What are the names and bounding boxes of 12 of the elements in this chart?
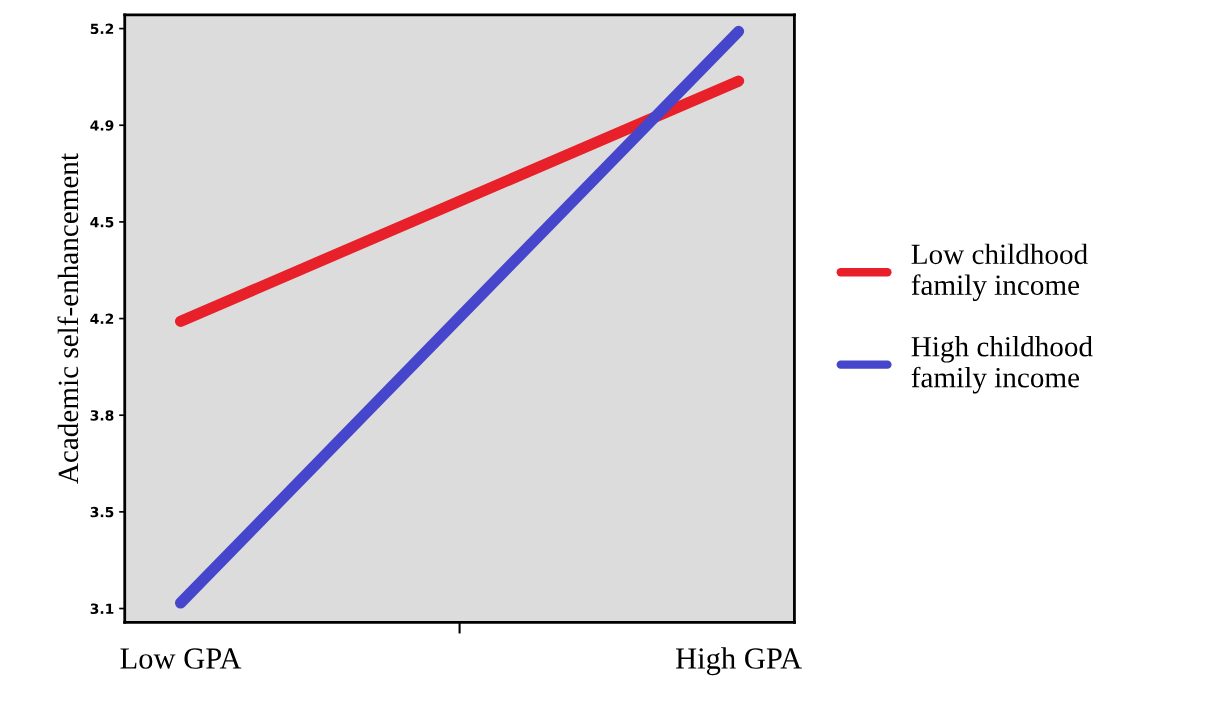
legend-label: Low childhood family income (911, 243, 1088, 302)
legend-label: High childhood family income (911, 336, 1093, 394)
y-tick-label: 5.2 (90, 23, 114, 35)
y-tick-label: 4.2 (90, 313, 114, 324)
x-tick-label: Low GPA (120, 648, 242, 669)
y-tick-label: 3.8 (90, 410, 114, 421)
y-tick-label: 3.5 (90, 506, 114, 518)
y-tick-label: 3.1 (90, 603, 114, 614)
y-axis-title: Academic self-enhancement (57, 153, 79, 484)
y-tick-label: 4.9 (90, 120, 114, 131)
x-tick-label: High GPA (675, 647, 802, 676)
y-tick-label: 4.5 (90, 217, 114, 228)
